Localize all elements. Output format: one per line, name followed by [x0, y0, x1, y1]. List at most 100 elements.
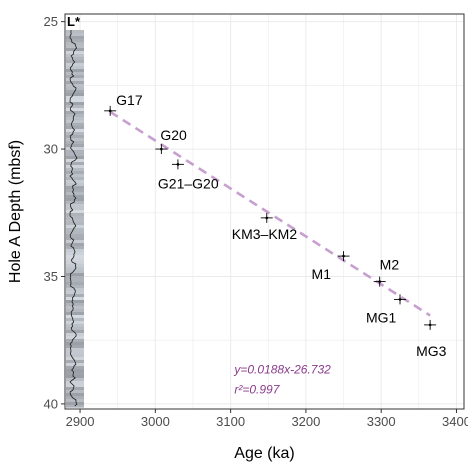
- core-strip-band: [66, 207, 84, 210]
- core-strip-band: [66, 393, 84, 396]
- tie-point-marker: [160, 147, 163, 151]
- core-strip-band: [66, 105, 84, 108]
- core-strip-band: [66, 147, 84, 150]
- core-strip-band: [66, 201, 84, 204]
- tie-point-label: G17: [116, 92, 143, 108]
- core-strip-band: [66, 222, 84, 225]
- core-strip-band: [66, 369, 84, 372]
- core-strip-band: [66, 165, 84, 168]
- tie-point-label: G20: [160, 127, 187, 143]
- core-strip-band: [66, 126, 84, 129]
- tie-point-marker: [108, 109, 112, 113]
- grid-lines: [65, 14, 464, 409]
- x-tick-label: 3100: [216, 414, 245, 429]
- tie-point-marker: [428, 323, 432, 327]
- core-strip-band: [66, 339, 84, 342]
- core-strip-band: [66, 174, 84, 177]
- x-axis-title: Age (ka): [234, 445, 294, 462]
- y-tick-label: 25: [44, 14, 58, 29]
- core-strip-band: [66, 294, 84, 297]
- core-strip-band: [66, 96, 84, 99]
- core-strip-band: [66, 354, 84, 357]
- tie-point-marker: [398, 298, 402, 301]
- core-strip-band: [66, 321, 84, 324]
- core-strip-band: [66, 348, 84, 351]
- core-strip-band: [66, 333, 84, 336]
- core-strip-band: [66, 99, 84, 102]
- core-strip-band: [66, 330, 84, 333]
- core-strip-band: [66, 162, 84, 165]
- core-strip-band: [66, 375, 84, 378]
- core-strip-band: [66, 231, 84, 234]
- core-strip-band: [66, 240, 84, 243]
- core-strip-band: [66, 300, 84, 303]
- core-strip-band: [66, 324, 84, 327]
- core-strip-band: [66, 366, 84, 369]
- core-strip-band: [66, 45, 84, 48]
- core-strip-band: [66, 69, 84, 72]
- core-strip-band: [66, 192, 84, 195]
- core-strip-band: [66, 276, 84, 279]
- core-strip-band: [66, 390, 84, 393]
- core-strip-band: [66, 156, 84, 159]
- core-strip-band: [66, 141, 84, 144]
- core-strip-band: [66, 312, 84, 315]
- core-strip-band: [66, 120, 84, 123]
- core-strip-band: [66, 63, 84, 66]
- x-tick-label: 3000: [141, 414, 170, 429]
- core-strip-label: L*: [67, 14, 81, 29]
- y-tick-label: 30: [44, 142, 58, 157]
- core-strip-band: [66, 138, 84, 141]
- core-strip-band: [66, 267, 84, 270]
- core-strip-band: [66, 189, 84, 192]
- core-strip-band: [66, 285, 84, 288]
- core-strip-band: [66, 93, 84, 96]
- tie-point-marker: [342, 254, 345, 258]
- core-strip-band: [66, 282, 84, 285]
- core-strip-band: [66, 378, 84, 381]
- x-tick-label: 2900: [66, 414, 95, 429]
- y-axis-title: Hole A Depth (mbsf): [7, 140, 24, 283]
- core-strip-band: [66, 309, 84, 312]
- core-strip-band: [66, 195, 84, 198]
- core-strip-band: [66, 51, 84, 54]
- core-strip-band: [66, 87, 84, 90]
- core-strip-band: [66, 219, 84, 222]
- core-strip-band: [66, 129, 84, 132]
- x-tick-label: 3200: [291, 414, 320, 429]
- axes: 2900 3000 3100 3200 3300 3400 25 30 35 40: [44, 14, 468, 429]
- core-strip-band: [66, 60, 84, 63]
- core-strip-band: [66, 372, 84, 375]
- core-strip-band: [66, 315, 84, 318]
- core-strip-band: [66, 171, 84, 174]
- core-strip-band: [66, 36, 84, 39]
- core-strip-band: [66, 177, 84, 180]
- tie-point-marker: [378, 280, 381, 283]
- y-tick-label: 35: [44, 269, 58, 284]
- core-strip-band: [66, 357, 84, 360]
- core-strip-band: [66, 132, 84, 135]
- tie-points: G17 G20 G21–G20 KM3–KM2 M1 M2 MG1 MG3: [104, 92, 447, 359]
- tie-point-label: G21–G20: [158, 175, 219, 191]
- core-strip-band: [66, 270, 84, 273]
- core-strip-band: [66, 228, 84, 231]
- core-strip-band: [66, 246, 84, 249]
- core-strip-band: [66, 402, 84, 405]
- core-strip-band: [66, 168, 84, 171]
- regression-equation: y=0.0188x-26.732: [233, 362, 331, 376]
- core-strip-band: [66, 66, 84, 69]
- tie-point-label: M2: [380, 257, 400, 273]
- core-strip-band: [66, 306, 84, 309]
- tie-point-marker: [176, 163, 180, 166]
- y-tick-label: 40: [44, 396, 58, 411]
- x-tick-label: 3400: [442, 414, 468, 429]
- core-strip-band: [66, 264, 84, 267]
- core-strip-band: [66, 33, 84, 36]
- regression-line: [109, 110, 431, 317]
- core-strip-band: [66, 123, 84, 126]
- tie-point-marker: [265, 216, 269, 220]
- core-strip-band: [66, 303, 84, 306]
- core-strip-band: [66, 210, 84, 213]
- regression-fit-line: [109, 110, 431, 317]
- core-strip-band: [66, 186, 84, 189]
